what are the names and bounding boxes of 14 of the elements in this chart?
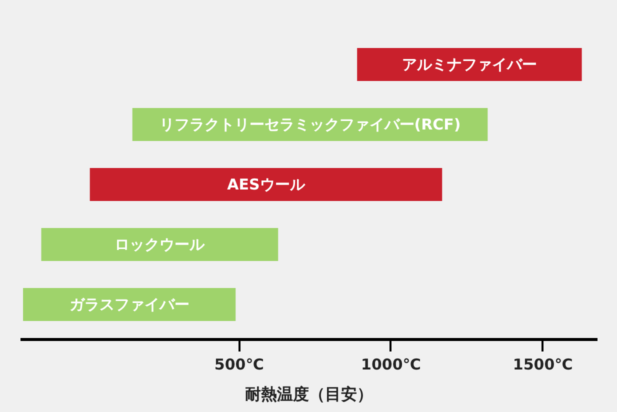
bar bbox=[90, 168, 442, 201]
y-tick-label: ガラスファイバー bbox=[69, 296, 190, 314]
x-tick-label: 1000℃ bbox=[361, 356, 421, 374]
y-tick-label: AESウール bbox=[227, 176, 306, 194]
bar bbox=[23, 288, 236, 321]
bar bbox=[357, 48, 582, 81]
bar bbox=[41, 228, 278, 261]
y-tick-label: ロックウール bbox=[114, 236, 206, 254]
y-tick-label: アルミナファイバー bbox=[402, 56, 537, 74]
x-tick-label: 500℃ bbox=[214, 356, 264, 374]
x-axis-title: 耐熱温度（目安） bbox=[245, 384, 373, 404]
x-tick-label: 1500℃ bbox=[512, 356, 573, 374]
bar bbox=[132, 108, 488, 141]
y-tick-label: リフラクトリーセラミックファイバー(RCF) bbox=[159, 116, 461, 134]
